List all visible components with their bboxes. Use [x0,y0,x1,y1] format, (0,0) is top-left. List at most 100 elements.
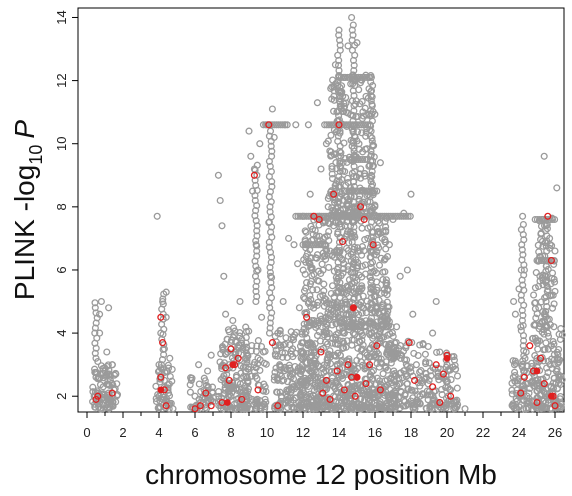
data-point [453,372,462,380]
data-point [159,297,167,306]
data-point [200,374,208,382]
data-point [367,152,375,160]
x-tick-label: 26 [548,425,562,440]
data-point [367,233,375,241]
data-point [398,351,406,359]
data-point [204,367,212,375]
data-point [519,220,527,229]
data-point [324,219,332,227]
data-point [368,167,376,176]
data-point [429,396,437,404]
data-point [268,183,276,191]
data-point [363,297,371,305]
data-point [343,282,351,290]
data-point [334,213,342,221]
data-point [307,277,315,285]
data-point [433,348,441,356]
data-point [339,337,347,345]
data-point [335,178,343,186]
data-point [327,151,336,159]
data-point [510,297,518,306]
data-point [322,376,330,384]
data-point [349,260,357,268]
data-point [216,196,224,205]
data-point [368,183,376,191]
data-point [323,395,331,403]
data-point [254,386,262,394]
data-point [403,266,411,274]
data-point [369,241,377,249]
data-point [227,392,235,400]
data-point [422,360,430,368]
data-point [343,230,351,238]
data-point [430,387,438,396]
data-point [537,354,545,362]
data-point [555,380,563,388]
data-point [543,287,551,295]
data-point [312,361,320,369]
data-point [268,105,276,113]
data-point [519,251,527,259]
data-point [533,398,541,407]
data-point [297,348,305,356]
data-point [367,284,375,292]
points-layer [89,13,566,413]
data-point [253,267,261,275]
data-point [251,404,260,412]
data-point [550,355,559,364]
data-point-filled [157,386,165,394]
data-point [421,350,429,358]
data-point [306,190,314,198]
data-point [162,402,170,410]
data-point [544,332,553,340]
data-point [531,321,539,329]
data-point [348,383,356,391]
data-point [366,112,375,120]
data-point [519,405,528,413]
data-point [357,329,366,337]
data-point [349,319,357,327]
data-point [157,313,165,321]
data-point [251,358,259,366]
data-point [556,335,564,343]
data-point [91,304,99,312]
data-point [558,376,566,384]
data-point [511,357,519,365]
data-point [266,162,274,170]
data-point [335,373,343,381]
data-point [310,241,318,249]
data-point [403,362,411,371]
data-point [349,268,357,277]
data-point [550,323,558,331]
series-background [89,13,566,413]
data-point [391,349,399,357]
data-point [550,374,558,382]
data-point [382,212,391,220]
data-point [299,212,307,220]
data-point [328,282,337,290]
data-point [320,252,329,260]
data-point [287,373,295,381]
data-point [97,297,105,306]
data-point [186,388,194,396]
data-point [350,284,358,292]
data-point [343,201,351,209]
data-point [315,215,323,224]
y-tick-label: 6 [54,266,69,273]
data-point [305,257,313,265]
data-point [405,339,413,347]
data-point [551,215,559,224]
data-point [399,402,407,410]
data-point [299,241,307,249]
data-point [392,372,400,380]
data-point [266,304,274,312]
data-point [451,365,460,373]
data-point [378,212,386,220]
x-tick-label: 24 [512,425,526,440]
data-point [515,285,523,293]
data-point [313,232,321,240]
data-point [250,171,258,179]
data-point [268,339,276,347]
data-point [334,87,342,95]
data-point [336,284,344,292]
